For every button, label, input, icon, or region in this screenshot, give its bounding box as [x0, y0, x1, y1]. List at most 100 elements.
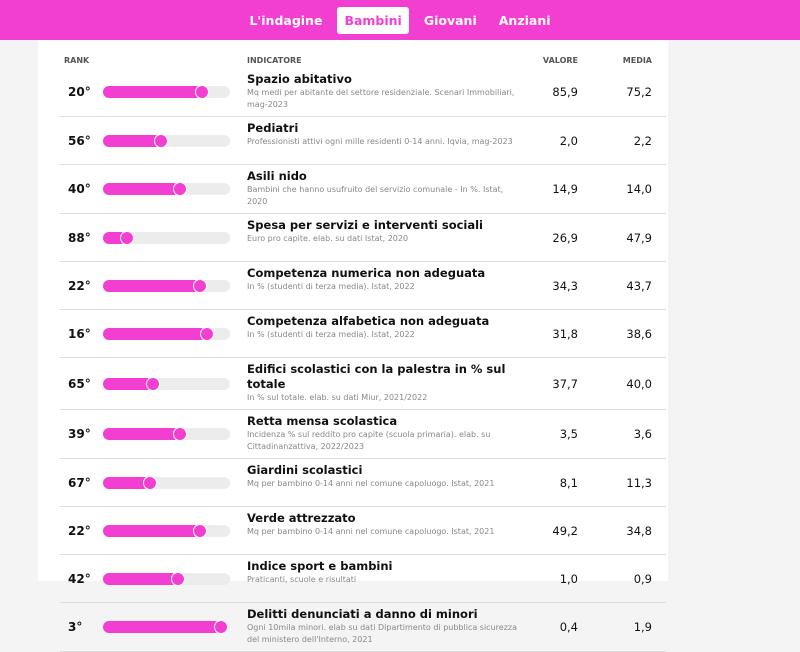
nav-tab[interactable]: L'indagine	[249, 12, 323, 28]
indicator-title: Indice sport e bambini	[247, 559, 393, 573]
bar-track	[103, 427, 230, 441]
bar-knob	[170, 571, 185, 586]
indicator: Edifici scolastici con la palestra in % …	[247, 362, 517, 404]
bar	[103, 621, 222, 633]
indicator-note: In % (studenti di terza media). Istat, 2…	[247, 282, 415, 291]
header-cell: INDICATORE	[247, 56, 302, 65]
media: 2,2	[633, 133, 652, 148]
table-body: 20° Spazio abitativo Mq medi per abitante …	[60, 68, 666, 652]
bar-track	[103, 133, 230, 148]
indicator-title: Giardini scolastici	[247, 463, 363, 477]
nav-tab[interactable]: Bambini	[337, 6, 409, 34]
bar	[103, 524, 200, 537]
bar-knob	[173, 427, 188, 441]
indicator-note: In % (studenti di terza media). Istat, 2…	[247, 330, 415, 339]
indicator-note: Professionisti attivi ogni mille residen…	[247, 137, 513, 146]
indicator: Delitti denunciati a danno di minori Ogni…	[247, 607, 517, 646]
nav-tab[interactable]: Giovani	[423, 12, 477, 28]
table-row: 22° Competenza numerica non adeguata In % …	[60, 262, 666, 310]
bar-knob	[192, 278, 207, 293]
value: 34,3	[552, 278, 578, 293]
indicator: Pediatri Professionisti attivi ogni mille…	[247, 121, 517, 148]
indicator: Competenza alfabetica non adeguata In % (…	[247, 314, 517, 341]
rank: 16°	[68, 326, 91, 341]
value: 0,4	[559, 620, 578, 634]
rank: 40°	[68, 182, 91, 196]
bar-knob	[173, 182, 188, 196]
indicator-title: Spesa per servizi e interventi sociali	[247, 218, 483, 232]
header-cell: RANK	[64, 56, 90, 65]
value: 2,0	[559, 133, 578, 148]
nav-tab[interactable]: Anziani	[498, 12, 551, 28]
bar-track	[103, 278, 230, 293]
media: 11,3	[626, 475, 652, 490]
indicator-title: Competenza alfabetica non adeguata	[247, 314, 490, 328]
indicator: Verde attrezzato Mq per bambino 0-14 anni…	[247, 511, 517, 538]
bar-knob	[200, 326, 215, 341]
indicator: Indice sport e bambini Praticanti, scuole…	[247, 559, 517, 586]
indicator-title: Asili nido	[247, 169, 307, 183]
indicator-title: Competenza numerica non adeguata	[247, 266, 486, 280]
rank: 56°	[68, 133, 91, 148]
table-row: 42° Indice sport e bambini Praticanti, scu…	[60, 555, 666, 603]
media: 40,0	[626, 376, 652, 391]
indicator-note: Euro pro capite. elab. su dati Istat, 20…	[247, 234, 409, 243]
indicator: Competenza numerica non adeguata In % (st…	[247, 266, 517, 293]
indicator-title: Edifici scolastici con la palestra in % …	[247, 362, 506, 391]
indicator: Spesa per servizi e interventi sociali Eu…	[247, 218, 517, 245]
table-row: 3° Delitti denunciati a danno di minori Og…	[60, 603, 666, 652]
media: 34,8	[626, 523, 652, 538]
bar-track	[103, 571, 230, 586]
bar-track	[103, 326, 230, 341]
indicator: Retta mensa scolastica Incidenza % sul re…	[247, 414, 517, 453]
bar	[103, 572, 178, 585]
rank: 65°	[68, 376, 91, 391]
header-cell: VALORE	[542, 56, 578, 65]
rank: 42°	[68, 571, 91, 586]
value: 85,9	[552, 85, 578, 99]
bar	[103, 428, 181, 440]
indicator: Asili nido Bambini che hanno usufruito de…	[247, 169, 517, 208]
table-row: 67° Giardini scolastici Mq per bambino 0-1…	[60, 459, 666, 507]
bar-knob	[120, 230, 135, 245]
bar-track	[103, 85, 230, 99]
table-row: 65° Edifici scolastici con la palestra in…	[60, 358, 666, 410]
indicator-note: Ogni 10mila minori. elab su dati Diparti…	[247, 623, 517, 644]
value: 37,7	[552, 376, 578, 391]
indicator-note: Incidenza % sul reddito pro capite (scuo…	[247, 430, 491, 451]
media: 38,6	[626, 326, 652, 341]
indicator: Spazio abitativo Mq medi per abitante del…	[247, 72, 517, 111]
bar-knob	[192, 523, 207, 538]
table-row: 20° Spazio abitativo Mq medi per abitante …	[60, 68, 666, 117]
table-row: 40° Asili nido Bambini che hanno usufruito…	[60, 165, 666, 214]
indicator-note: Bambini che hanno usufruito del servizio…	[247, 185, 504, 206]
rank: 22°	[68, 278, 91, 293]
indicator-note: Mq per bambino 0-14 anni nel comune capo…	[247, 527, 495, 536]
header-cell: MEDIA	[622, 56, 652, 65]
indicator-note: Mq per bambino 0-14 anni nel comune capo…	[247, 479, 495, 488]
bar	[103, 86, 203, 98]
indicator-title: Spazio abitativo	[247, 72, 352, 86]
indicator-title: Verde attrezzato	[247, 511, 356, 525]
media: 14,0	[626, 182, 652, 196]
indicator-title: Retta mensa scolastica	[247, 414, 398, 428]
rank: 88°	[68, 230, 91, 245]
bar-track	[103, 475, 230, 490]
bar-knob	[142, 475, 157, 490]
indicator: Giardini scolastici Mq per bambino 0-14 a…	[247, 463, 517, 490]
media: 75,2	[626, 85, 652, 99]
value: 14,9	[552, 182, 578, 196]
bar-track	[103, 376, 230, 391]
value: 8,1	[559, 475, 578, 490]
table-row: 22° Verde attrezzato Mq per bambino 0-14 a…	[60, 507, 666, 555]
bar-track	[103, 182, 230, 196]
bar-knob	[195, 85, 210, 99]
bar	[103, 183, 181, 195]
media: 43,7	[626, 278, 652, 293]
media: 0,9	[633, 571, 652, 586]
indicator-title: Pediatri	[247, 121, 299, 135]
bar-knob	[145, 376, 160, 391]
rank: 20°	[68, 85, 91, 99]
bar	[103, 476, 150, 489]
